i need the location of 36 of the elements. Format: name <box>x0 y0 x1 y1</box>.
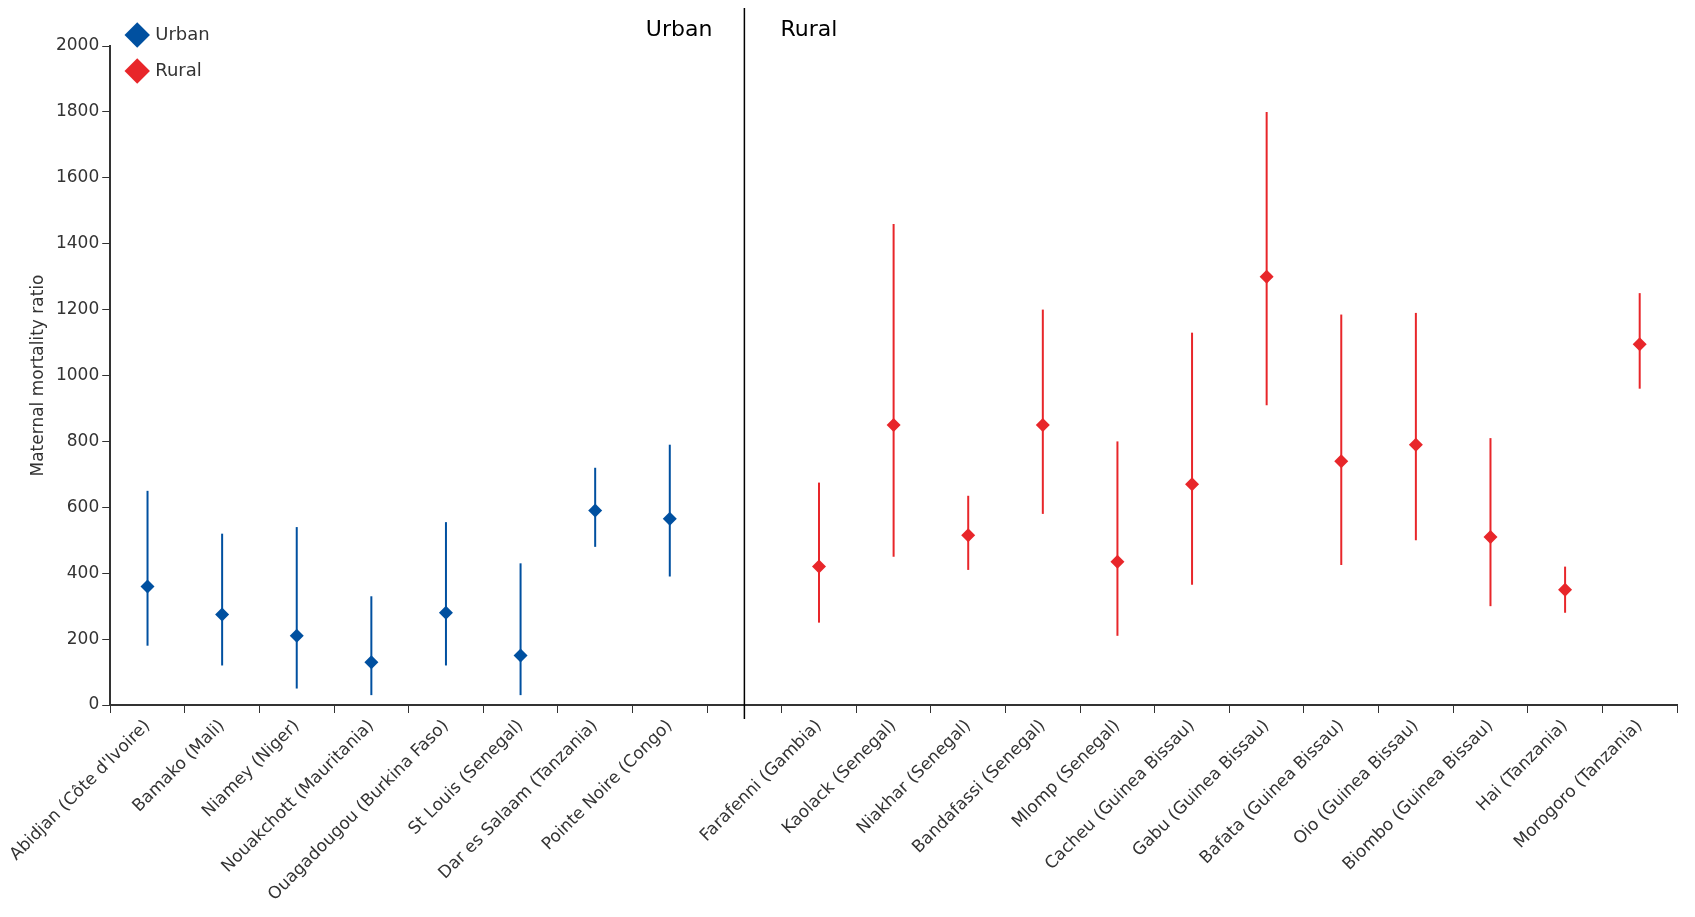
point <box>1259 269 1274 284</box>
y-tick-label: 1600 <box>55 166 100 187</box>
y-tick-label: 2000 <box>55 34 100 55</box>
y-tick-label: 1000 <box>55 363 100 384</box>
point <box>364 655 379 670</box>
point <box>1483 529 1498 544</box>
legend-label: Rural <box>155 58 202 80</box>
point <box>215 607 230 622</box>
point <box>1035 417 1050 432</box>
point <box>1185 477 1200 492</box>
point <box>513 648 528 663</box>
point <box>1110 554 1125 569</box>
y-tick-label: 1200 <box>55 298 100 319</box>
point <box>588 503 603 518</box>
y-tick-label: 0 <box>88 693 100 714</box>
y-tick-label: 1400 <box>55 232 100 253</box>
point <box>438 605 453 620</box>
y-axis-title: Maternal mortality ratio <box>27 274 48 477</box>
legend-label: Urban <box>155 22 210 44</box>
point <box>1408 437 1423 452</box>
point <box>1632 337 1647 352</box>
point <box>961 528 976 543</box>
point <box>1558 582 1573 597</box>
point <box>140 579 155 594</box>
y-tick-label: 1800 <box>55 100 100 121</box>
y-tick-label: 200 <box>66 627 100 648</box>
point <box>886 417 901 432</box>
y-tick-label: 400 <box>66 561 100 582</box>
text: Rural <box>780 15 838 41</box>
point <box>1334 454 1349 469</box>
text: Urban <box>645 15 713 41</box>
point <box>289 628 304 643</box>
y-tick-label: 800 <box>66 429 100 450</box>
point <box>812 559 826 574</box>
y-tick-label: 600 <box>66 495 100 516</box>
point <box>662 511 677 526</box>
